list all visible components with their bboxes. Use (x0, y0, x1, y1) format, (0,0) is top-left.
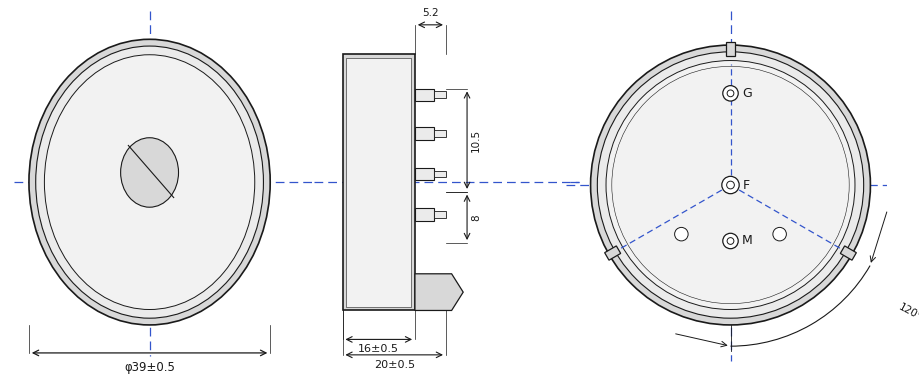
Circle shape (612, 66, 849, 304)
Ellipse shape (120, 138, 178, 207)
Ellipse shape (44, 55, 255, 310)
Text: 120°: 120° (896, 302, 919, 323)
Bar (346, 58, 411, 307)
Ellipse shape (36, 46, 264, 318)
Bar (435, 130, 446, 137)
Text: G: G (742, 87, 752, 100)
Circle shape (721, 176, 739, 194)
Polygon shape (726, 42, 735, 56)
Bar (415, 208, 435, 221)
Text: M: M (742, 235, 753, 247)
Text: F: F (743, 179, 750, 191)
Text: 20±0.5: 20±0.5 (374, 360, 414, 370)
Polygon shape (605, 246, 620, 260)
Circle shape (727, 90, 734, 97)
Circle shape (591, 45, 870, 325)
Text: 10.5: 10.5 (471, 128, 481, 152)
Circle shape (727, 181, 734, 189)
Bar (435, 171, 446, 177)
Circle shape (675, 227, 688, 241)
Bar (343, 54, 415, 310)
Circle shape (597, 52, 864, 318)
Bar (435, 91, 446, 98)
Text: 8: 8 (471, 214, 481, 221)
Bar (415, 89, 435, 101)
Text: 5.2: 5.2 (422, 8, 438, 18)
Bar (435, 211, 446, 218)
Circle shape (727, 238, 734, 244)
Circle shape (773, 227, 787, 241)
Text: 16±0.5: 16±0.5 (358, 344, 399, 354)
Text: φ39±0.5: φ39±0.5 (124, 361, 175, 374)
Bar (415, 168, 435, 180)
Text: φ11.5: φ11.5 (94, 141, 124, 150)
Polygon shape (415, 274, 463, 310)
Polygon shape (840, 246, 857, 260)
Bar (415, 127, 435, 140)
Circle shape (722, 86, 738, 101)
Circle shape (606, 61, 855, 310)
Ellipse shape (29, 39, 270, 325)
Circle shape (722, 233, 738, 249)
